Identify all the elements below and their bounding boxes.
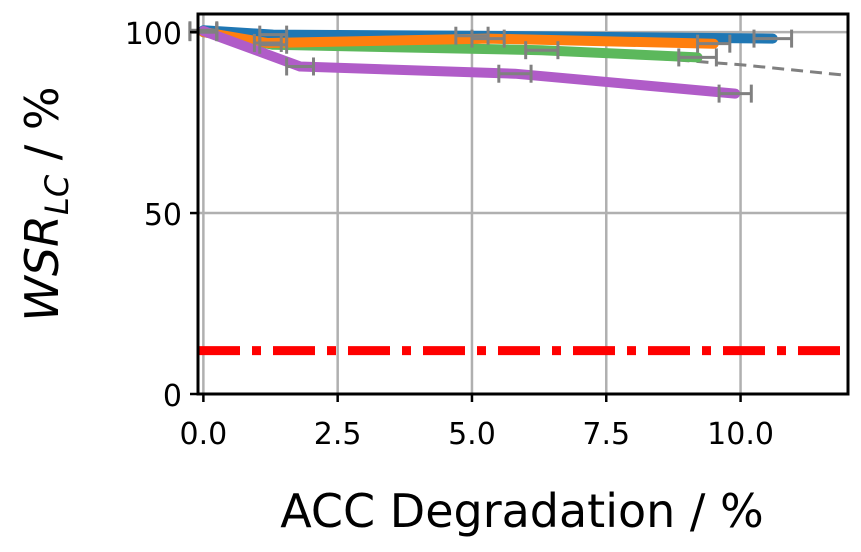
y-axis-label-suffix: / % [15,86,69,174]
x-tick-label-4: 10.0 [707,417,774,452]
x-tick-label-0: 0.0 [180,417,228,452]
y-axis-label-subscript: LC [38,174,76,215]
x-axis-label: ACC Degradation / % [280,484,764,538]
y-tick-label-1: 50 [144,198,182,233]
x-tick-label-3: 7.5 [582,417,630,452]
y-axis-label-main: WSR [15,215,69,322]
series-line-purple [198,26,741,99]
x-tick-label-1: 2.5 [314,417,362,452]
y-tick-label-2: 100 [125,17,182,52]
series-group [198,25,849,356]
y-tick-label-0: 0 [163,379,182,414]
x-tick-label-2: 5.0 [448,417,496,452]
y-axis-label: WSRLC / % [15,86,76,321]
error-bars [188,21,794,103]
ticks: 0.0 2.5 5.0 7.5 10.0 0 50 100 [125,17,774,452]
plot-frame [196,12,850,396]
